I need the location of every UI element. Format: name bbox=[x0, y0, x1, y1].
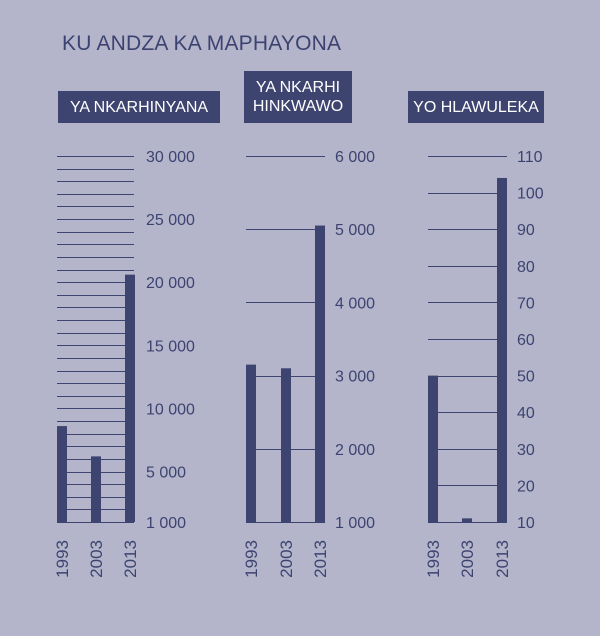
tick-label: 50 bbox=[517, 369, 535, 386]
tick-label: 4 000 bbox=[335, 295, 375, 312]
tick-label: 5 000 bbox=[146, 465, 186, 482]
category-label: 1993 bbox=[53, 540, 72, 578]
bar-2003 bbox=[462, 518, 472, 522]
tick-label: 90 bbox=[517, 222, 535, 239]
tick-label: 40 bbox=[517, 405, 535, 422]
tick-label: 5 000 bbox=[335, 222, 375, 239]
tick-label: 20 000 bbox=[146, 275, 195, 292]
tick-label: 20 bbox=[517, 478, 535, 495]
tick-label: 3 000 bbox=[335, 369, 375, 386]
chart-panel: 1 000 2 000 3 000 4 000 5 000 6 000 1993 2003 20… bbox=[242, 149, 375, 578]
tick-label: 70 bbox=[517, 295, 535, 312]
tick-label: 6 000 bbox=[335, 149, 375, 166]
panel-label-short-term: YA NKARHINYANA bbox=[58, 91, 220, 123]
tick-label: 10 000 bbox=[146, 401, 195, 418]
tick-label: 60 bbox=[517, 332, 535, 349]
panel-label-special: YO HLAWULEKA bbox=[408, 91, 544, 123]
tick-label: 2 000 bbox=[335, 442, 375, 459]
bar-1993 bbox=[428, 375, 438, 522]
tick-label: 80 bbox=[517, 259, 535, 276]
bar-1993 bbox=[246, 364, 256, 522]
category-label: 2003 bbox=[277, 540, 296, 578]
tick-label: 100 bbox=[517, 186, 544, 203]
bar-2003 bbox=[281, 368, 291, 522]
category-label: 2003 bbox=[87, 540, 106, 578]
chart-title: KU ANDZA KA MAPHAYONA bbox=[62, 32, 342, 55]
bar-2003 bbox=[91, 456, 101, 522]
bar-1993 bbox=[57, 426, 67, 522]
category-label: 2013 bbox=[311, 540, 330, 578]
category-label: 1993 bbox=[242, 540, 261, 578]
tick-label: 30 000 bbox=[146, 149, 195, 166]
category-label: 2003 bbox=[458, 540, 477, 578]
tick-label: 110 bbox=[517, 149, 543, 166]
chart-panel: 10 20 30 40 50 60 70 80 90 100 110 1993 2003 2013 bbox=[424, 149, 544, 578]
bar-2013 bbox=[125, 274, 135, 522]
tick-label: 1 000 bbox=[146, 515, 186, 532]
category-label: 2013 bbox=[121, 540, 140, 578]
bar-2013 bbox=[315, 225, 325, 523]
category-label: 2013 bbox=[493, 540, 512, 578]
chart-panel: 1 000 5 000 10 000 15 000 20 000 25 000 30 000… bbox=[53, 149, 195, 578]
panel-label-all-time: YA NKARHI HINKWAWO bbox=[244, 71, 352, 123]
tick-label: 10 bbox=[517, 515, 535, 532]
tick-label: 25 000 bbox=[146, 212, 195, 229]
bar-2013 bbox=[497, 177, 507, 522]
tick-label: 30 bbox=[517, 442, 535, 459]
category-label: 1993 bbox=[424, 540, 443, 578]
tick-label: 15 000 bbox=[146, 338, 195, 355]
tick-label: 1 000 bbox=[335, 515, 375, 532]
